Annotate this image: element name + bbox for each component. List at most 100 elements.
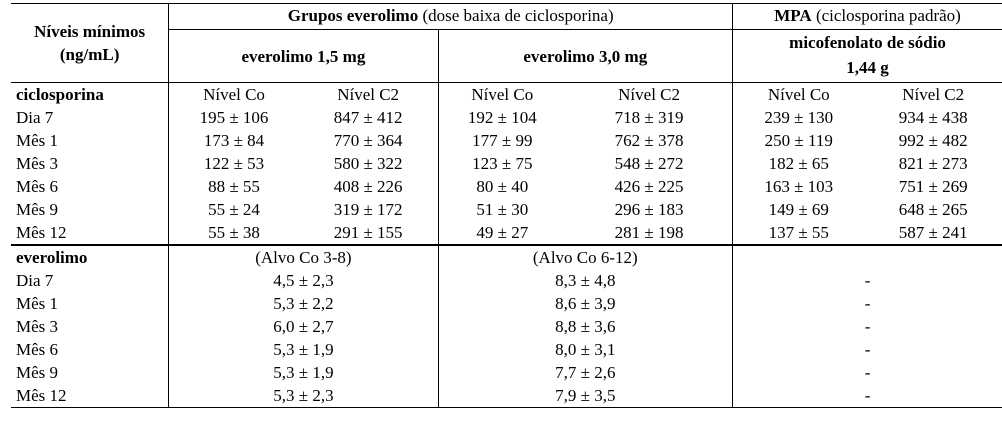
cell-value: - <box>732 269 1002 292</box>
cell-value: - <box>732 338 1002 361</box>
group-header-mpa-rest: (ciclosporina padrão) <box>811 6 961 25</box>
cell-value: 8,0 ± 3,1 <box>437 338 733 361</box>
cell-value: 239 ± 130 <box>732 106 865 129</box>
period-label: Dia 7 <box>16 108 54 127</box>
table-row: Mês 12 5,3 ± 2,3 7,9 ± 3,5 - <box>11 384 1002 408</box>
cell-value: 8,6 ± 3,9 <box>437 292 733 315</box>
cell-value: 934 ± 438 <box>898 108 968 127</box>
cell-value: 5,3 ± 2,3 <box>168 384 439 408</box>
table-row: Dia 7 4,5 ± 2,3 8,3 ± 4,8 - <box>11 269 1002 292</box>
cell-value: 8,3 ± 4,8 <box>437 269 733 292</box>
level-header: Nível C2 <box>902 85 965 104</box>
level-header: Nível C2 <box>337 85 400 104</box>
group-header-everolimo-rest: (dose baixa de ciclosporina) <box>418 6 614 25</box>
table-row: Mês 9 55 ± 24 319 ± 172 51 ± 30 296 ± 18… <box>11 198 1002 221</box>
cell-value: 80 ± 40 <box>437 175 567 198</box>
cell-value: 173 ± 84 <box>168 129 299 152</box>
group-header-everolimo-bold: Grupos everolimo <box>287 6 419 25</box>
cell-value: 7,9 ± 3,5 <box>437 384 733 408</box>
header-row-2: everolimo 1,5 mg everolimo 3,0 mg micofe… <box>11 29 1002 83</box>
cell-value: 291 ± 155 <box>333 223 403 242</box>
cell-value: 548 ± 272 <box>614 154 684 173</box>
group-header-mpa: MPA (ciclosporina padrão) <box>732 3 1002 30</box>
period-label: Mês 3 <box>16 154 59 173</box>
subheader-mpa: micofenolato de sódio 1,44 g <box>732 29 1002 83</box>
period-label: Mês 3 <box>16 317 59 336</box>
cell-value: 192 ± 104 <box>437 106 567 129</box>
cell-value: 55 ± 24 <box>168 198 299 221</box>
target-range-mpa <box>732 244 1002 269</box>
level-header: Nível C2 <box>618 85 681 104</box>
cell-value: 49 ± 27 <box>437 221 567 245</box>
everolimo-header-row: everolimo (Alvo Co 3-8) (Alvo Co 6-12) <box>11 244 1002 269</box>
cell-value: 55 ± 38 <box>168 221 299 245</box>
cell-value: 296 ± 183 <box>614 200 684 219</box>
cell-value: - <box>732 361 1002 384</box>
cell-value: 163 ± 103 <box>732 175 865 198</box>
period-label: Mês 6 <box>16 340 59 359</box>
table-row: Mês 1 5,3 ± 2,2 8,6 ± 3,9 - <box>11 292 1002 315</box>
section-label-everolimo: everolimo <box>11 244 169 269</box>
cell-value: 847 ± 412 <box>333 108 403 127</box>
group-header-everolimo: Grupos everolimo (dose baixa de ciclospo… <box>168 3 733 30</box>
ciclosporina-header-row: ciclosporina Nível Co Nível C2 Nível Co … <box>11 82 1002 106</box>
cell-value: 718 ± 319 <box>614 108 684 127</box>
cell-value: 4,5 ± 2,3 <box>168 269 439 292</box>
cell-value: 177 ± 99 <box>437 129 567 152</box>
cell-value: 587 ± 241 <box>898 223 968 242</box>
period-label: Mês 6 <box>16 177 59 196</box>
cell-value: 8,8 ± 3,6 <box>437 315 733 338</box>
cell-value: 426 ± 225 <box>614 177 684 196</box>
cell-value: 648 ± 265 <box>898 200 968 219</box>
cell-value: 762 ± 378 <box>614 131 684 150</box>
cell-value: 751 ± 269 <box>898 177 968 196</box>
cell-value: 5,3 ± 2,2 <box>168 292 439 315</box>
period-label: Dia 7 <box>16 271 54 290</box>
cell-value: 580 ± 322 <box>333 154 403 173</box>
cell-value: 182 ± 65 <box>732 152 865 175</box>
subheader-everolimo-1-5: everolimo 1,5 mg <box>168 29 439 83</box>
group-header-mpa-bold: MPA <box>774 6 812 25</box>
section-label-ciclosporina: ciclosporina <box>16 85 104 104</box>
table-row: Dia 7 195 ± 106 847 ± 412 192 ± 104 718 … <box>11 106 1002 129</box>
period-label: Mês 1 <box>16 294 59 313</box>
cell-value: 149 ± 69 <box>732 198 865 221</box>
cell-value: 821 ± 273 <box>898 154 968 173</box>
period-label: Mês 1 <box>16 131 59 150</box>
cell-value: 137 ± 55 <box>732 221 865 245</box>
table-row: Mês 6 5,3 ± 1,9 8,0 ± 3,1 - <box>11 338 1002 361</box>
cell-value: - <box>732 384 1002 408</box>
cell-value: 7,7 ± 2,6 <box>437 361 733 384</box>
period-label: Mês 12 <box>16 223 67 242</box>
subheader-everolimo-3-0: everolimo 3,0 mg <box>437 29 733 83</box>
level-header: Nível Co <box>437 82 567 106</box>
cell-value: 195 ± 106 <box>168 106 299 129</box>
levels-table: Níveis mínimos (ng/mL) Grupos everolimo … <box>11 3 1002 408</box>
target-range-1-5: (Alvo Co 3-8) <box>168 244 439 269</box>
cell-value: 281 ± 198 <box>614 223 684 242</box>
cell-value: 6,0 ± 2,7 <box>168 315 439 338</box>
cell-value: 51 ± 30 <box>437 198 567 221</box>
cell-value: 88 ± 55 <box>168 175 299 198</box>
cell-value: - <box>732 292 1002 315</box>
cell-value: 5,3 ± 1,9 <box>168 338 439 361</box>
level-header: Nível Co <box>732 82 865 106</box>
period-label: Mês 9 <box>16 363 59 382</box>
table-row: Mês 3 6,0 ± 2,7 8,8 ± 3,6 - <box>11 315 1002 338</box>
cell-value: 5,3 ± 1,9 <box>168 361 439 384</box>
cell-value: 319 ± 172 <box>333 200 403 219</box>
cell-value: - <box>732 315 1002 338</box>
period-label: Mês 12 <box>11 384 169 408</box>
table-row: Mês 3 122 ± 53 580 ± 322 123 ± 75 548 ± … <box>11 152 1002 175</box>
header-row-1: Níveis mínimos (ng/mL) Grupos everolimo … <box>11 3 1002 83</box>
target-range-3-0: (Alvo Co 6-12) <box>437 244 733 269</box>
level-header: Nível Co <box>168 82 299 106</box>
cell-value: 123 ± 75 <box>437 152 567 175</box>
table-row: Mês 9 5,3 ± 1,9 7,7 ± 2,6 - <box>11 361 1002 384</box>
table-row: Mês 1 173 ± 84 770 ± 364 177 ± 99 762 ± … <box>11 129 1002 152</box>
col-header-levels: Níveis mínimos (ng/mL) <box>11 3 169 83</box>
cell-value: 992 ± 482 <box>898 131 968 150</box>
cell-value: 122 ± 53 <box>168 152 299 175</box>
table-row: Mês 12 55 ± 38 291 ± 155 49 ± 27 281 ± 1… <box>11 221 1002 245</box>
